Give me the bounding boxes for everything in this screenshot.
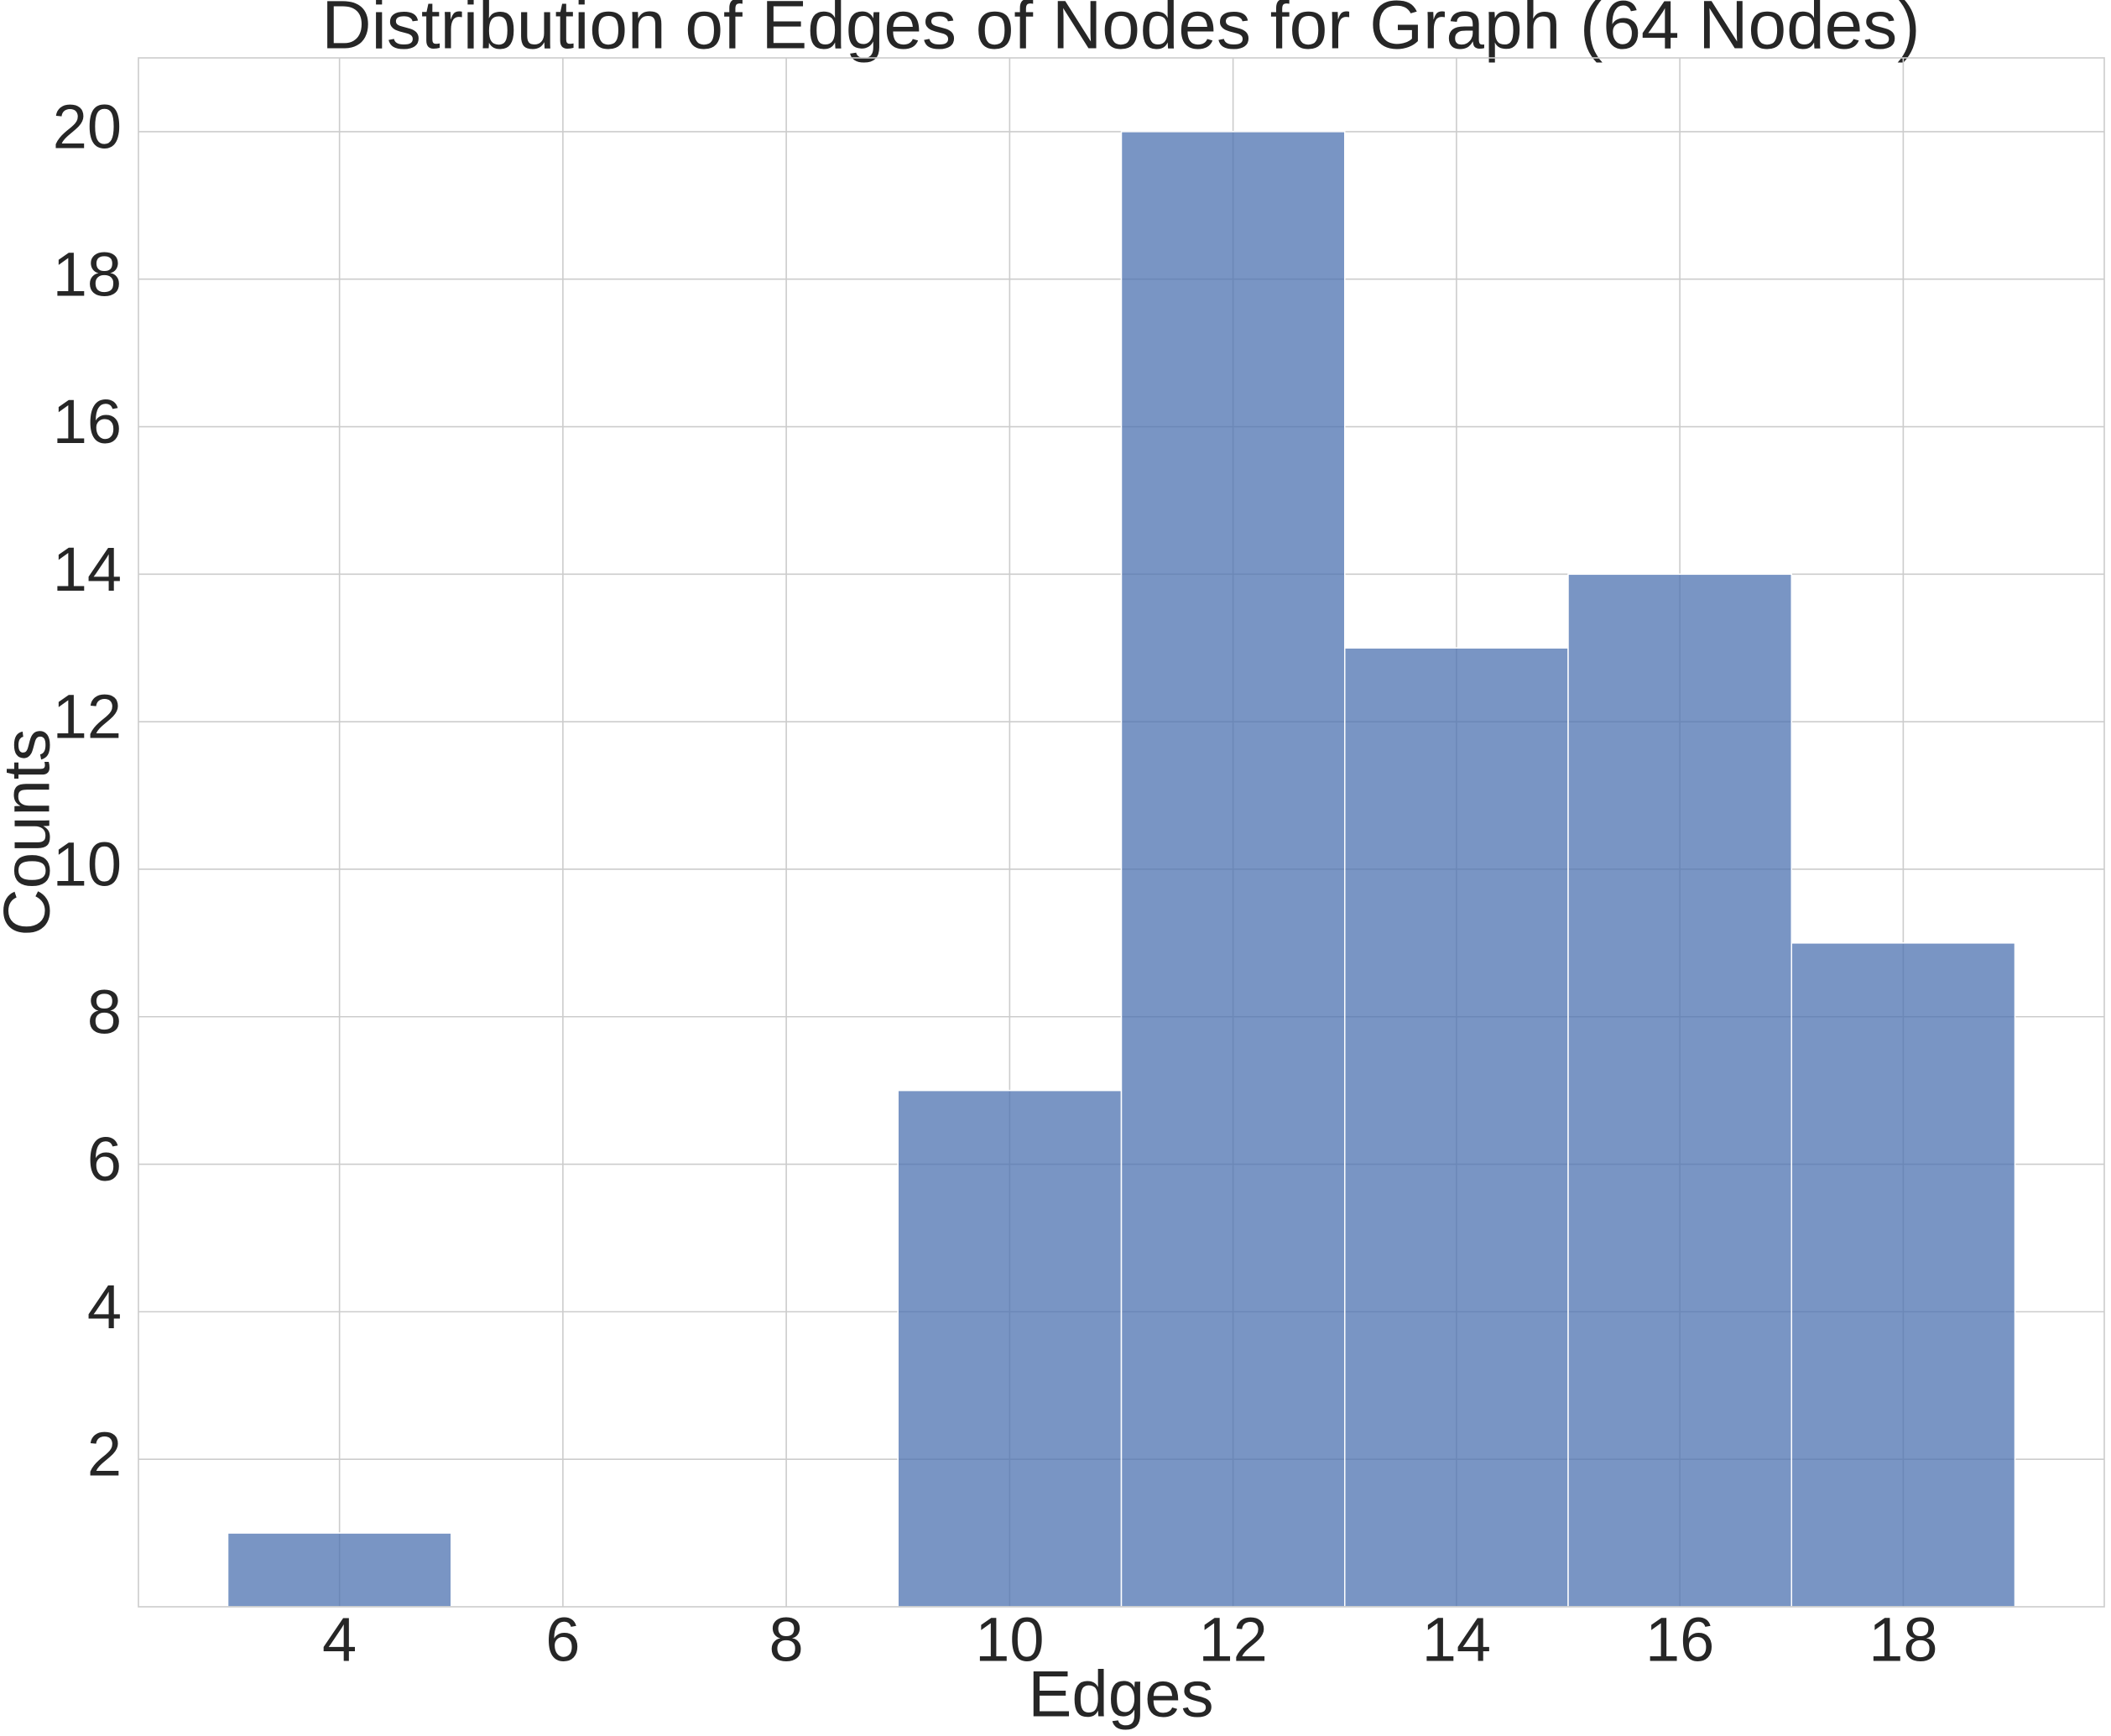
y-tick-label: 20 [53,91,122,161]
x-tick-label: 16 [1645,1605,1714,1675]
x-tick-label: 8 [769,1605,804,1675]
x-tick-label: 12 [1198,1605,1267,1675]
bar [1120,131,1346,1608]
bar [897,1089,1123,1608]
plot-frame [138,57,2105,1608]
x-tick-label: 10 [975,1605,1044,1675]
y-tick-label: 12 [53,682,122,752]
y-tick-label: 6 [87,1124,122,1194]
bar [1790,942,2016,1608]
x-axis-label: Edges [1028,1657,1213,1731]
x-tick-label: 14 [1422,1605,1491,1675]
y-tick-label: 18 [53,239,122,309]
chart-title: Distribution of Edges of Nodes for Graph… [321,0,1920,64]
y-tick-label: 4 [87,1272,122,1342]
bar [1344,647,1569,1608]
y-axis-label: Counts [0,728,64,936]
bar [227,1532,452,1608]
y-tick-label: 8 [87,977,122,1046]
x-tick-label: 6 [545,1605,580,1675]
y-tick-label: 2 [87,1420,122,1489]
y-tick-label: 10 [53,829,122,899]
y-tick-label: 16 [53,387,122,456]
y-tick-label: 14 [53,534,122,604]
x-tick-label: 4 [322,1605,357,1675]
x-tick-label: 18 [1869,1605,1937,1675]
bar [1567,573,1792,1608]
